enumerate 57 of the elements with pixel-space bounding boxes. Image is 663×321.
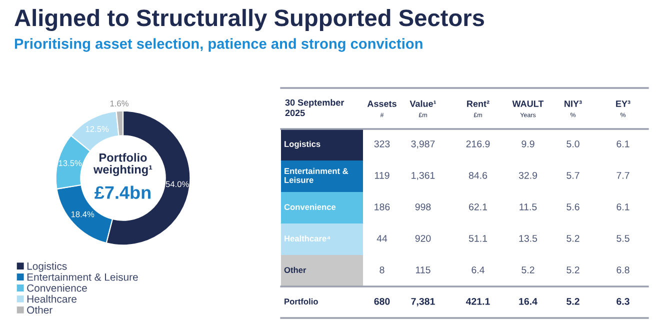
text: 421.1 [466,298,490,305]
data-label: 12.5% [86,126,109,132]
text: 3,987 [411,140,435,149]
text: 11.5 [520,204,537,210]
text: 6.4 [472,266,484,274]
text: 62.1 [469,203,487,210]
text: 16.4 [519,298,538,305]
text: 6.1 [616,203,630,210]
text: 216.9 [466,140,490,148]
text: £7.4bn [94,186,150,199]
legend-label: Convenience [27,284,87,292]
text: 186 [374,203,390,210]
chart-subtitle: Prioritising asset selection, patience and strong conviction [14,38,422,52]
text: 84.6 [468,172,488,179]
text: 5.2 [522,266,534,274]
text: 115 [416,266,430,274]
text: 119 [374,172,390,179]
text: 13.5 [519,234,538,242]
legend-label: Healthcare [27,295,76,303]
text: Portfolio weighting¹ [93,153,152,176]
text: 5.2 [566,266,580,274]
text: 9.9 [522,140,534,148]
legend-label: Logistics [27,262,67,272]
text: 680 [374,298,390,305]
data-label: 54.0% [166,181,189,188]
data-label: 1.6% [110,100,128,106]
category-label: Convenience [284,204,336,210]
text: 7,381 [411,298,435,306]
text: 5.0 [566,140,580,148]
data-label: 13.5% [58,160,82,166]
text: 6.3 [616,298,630,305]
text: 5.6 [566,203,580,210]
data-label: 18.4% [71,211,94,218]
text: 6.8 [616,266,630,274]
text: 30 September 2025 [285,99,344,116]
text: Aligned to Structurally Supported Sectors [14,8,484,32]
text: 998 [415,203,431,210]
text: 5.7 [566,172,580,179]
text: 5.2 [566,298,580,305]
category-label: Logistics [284,140,320,149]
text: 51.1 [468,235,487,242]
text: 7.7 [616,172,630,179]
text: 920 [415,234,431,242]
category-label: Portfolio [284,298,318,304]
text: 6.1 [616,140,630,148]
category-label: Healthcare⁴ [284,235,330,242]
text: 8 [380,266,384,274]
text: 5.2 [566,234,580,242]
category-label: Entertainment & Leisure [284,168,348,183]
category-label: Other [284,266,306,273]
legend-label: Other [27,306,52,314]
text: 32.9 [518,172,537,179]
legend-label: Entertainment & Leisure [27,273,138,281]
text: 1,361 [412,172,435,180]
text: 323 [374,140,390,148]
text: 44 [376,235,388,242]
text: 5.5 [616,235,630,242]
